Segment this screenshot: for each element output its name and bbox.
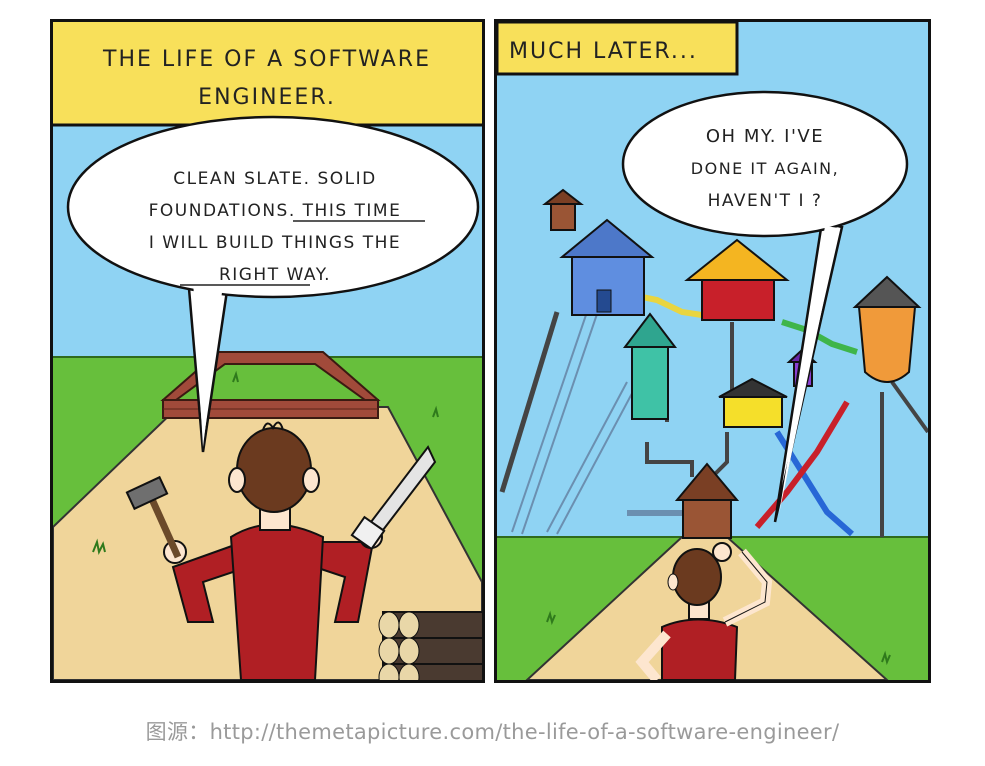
bottom-brown-house (674, 462, 740, 539)
bubble-left-line-1: CLEAN SLATE. SOLID (173, 169, 376, 189)
pagoda-house (684, 238, 790, 321)
hammer (125, 475, 182, 559)
log-pile (378, 611, 482, 680)
bubble-left-line-3: I WILL BUILD THINGS THE (149, 233, 401, 253)
teal-house (622, 312, 678, 420)
small-brown-house (542, 188, 584, 231)
green-stairs (781, 319, 858, 355)
confused-engineer-figure (635, 542, 773, 680)
orange-tower-house (852, 275, 922, 383)
comic-panel-right: MUCH LATER... (494, 19, 931, 683)
panel-right-illustration: MUCH LATER... (497, 22, 928, 680)
comic-panel-left: THE LIFE OF A SOFTWARE ENGINEER. CLEAN S… (50, 19, 485, 683)
bubble-right-line-3: HAVEN'T I ? (708, 191, 823, 211)
blue-house (559, 218, 655, 316)
speech-bubble-left: CLEAN SLATE. SOLID FOUNDATIONS. THIS TIM… (66, 115, 480, 453)
image-source-caption: 图源：http://themetapicture.com/the-life-of… (145, 720, 840, 744)
caption-box (53, 22, 482, 125)
panel-left-illustration: THE LIFE OF A SOFTWARE ENGINEER. CLEAN S… (53, 22, 482, 680)
bubble-right-line-2: DONE IT AGAIN, (691, 159, 839, 178)
bubble-left-line-2: FOUNDATIONS. THIS TIME (149, 201, 402, 221)
caption-line-2: ENGINEER. (198, 85, 336, 110)
speech-bubble-right: OH MY. I'VE DONE IT AGAIN, HAVEN'T I ? (621, 90, 909, 523)
caption-line-1: THE LIFE OF A SOFTWARE (102, 47, 431, 72)
fence (627, 510, 682, 516)
bubble-right-line-1: OH MY. I'VE (706, 126, 824, 147)
saw (350, 445, 437, 551)
red-stairs (754, 400, 850, 529)
yellow-house (718, 377, 788, 428)
bubble-left-line-4: RIGHT WAY. (219, 265, 331, 285)
caption-box (497, 22, 739, 76)
caption-much-later: MUCH LATER... (509, 39, 698, 64)
engineer-figure (163, 421, 383, 680)
